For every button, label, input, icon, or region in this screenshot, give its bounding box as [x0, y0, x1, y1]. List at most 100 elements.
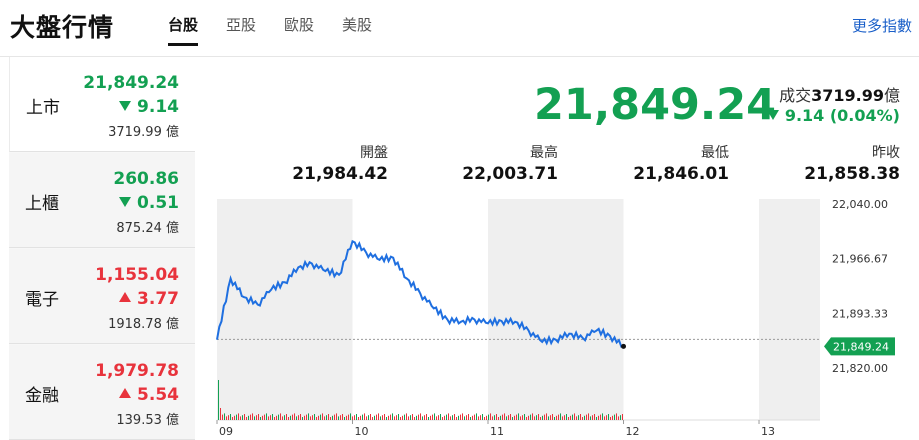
- volume-bar: [308, 413, 309, 420]
- volume-bar: [542, 415, 543, 420]
- y-axis: 22,040.00 21,966.67 21,893.33 21,820.00: [832, 198, 888, 375]
- index-price: 1,155.04: [95, 265, 179, 285]
- tab-us[interactable]: 美股: [342, 16, 373, 34]
- volume-bar: [300, 414, 301, 420]
- volume-bar: [390, 414, 391, 420]
- volume-bar: [536, 415, 537, 420]
- volume-bar: [434, 413, 435, 420]
- index-volume: 1918.78 億: [108, 317, 179, 332]
- volume-bar: [290, 415, 291, 420]
- volume-bar: [496, 414, 497, 420]
- volume-bar: [280, 413, 281, 420]
- volume-bar: [372, 417, 373, 420]
- index-change-value: 5.54: [137, 385, 179, 405]
- volume-bar: [480, 415, 481, 420]
- tab-tw[interactable]: 台股: [168, 14, 199, 46]
- volume-bar: [570, 415, 571, 420]
- volume-bar: [464, 416, 465, 420]
- more-indices-link[interactable]: 更多指數: [852, 17, 913, 35]
- volume-bar: [622, 414, 623, 420]
- volume-bar: [500, 415, 501, 420]
- volume-bar: [230, 414, 231, 420]
- volume-bar: [548, 416, 549, 420]
- volume-bar: [304, 415, 305, 420]
- volume-bar: [338, 416, 339, 420]
- index-card-electronics[interactable]: 電子 1,155.04 3.77 1918.78 億: [9, 249, 195, 344]
- volume-bar: [364, 413, 365, 420]
- volume-bar: [618, 416, 619, 420]
- stat-low-label: 最低: [701, 145, 729, 161]
- main-change: 9.14 (0.04%): [766, 106, 900, 125]
- volume-bar: [398, 414, 399, 420]
- volume-bar: [386, 417, 387, 420]
- x-tick-label: 10: [355, 425, 369, 438]
- volume-bar: [512, 417, 513, 420]
- volume-bar: [266, 413, 267, 420]
- volume-bar: [490, 413, 491, 420]
- price-tag-bg: [824, 337, 895, 356]
- volume-bar: [366, 416, 367, 420]
- volume-bar: [442, 417, 443, 420]
- main-change-value: 9.14 (0.04%): [784, 106, 900, 125]
- volume-bar: [478, 416, 479, 420]
- volume-bar: [288, 417, 289, 420]
- x-tick-label: 12: [626, 425, 640, 438]
- volume-bar: [484, 417, 485, 420]
- volume-bar: [294, 413, 295, 420]
- stat-open-value: 21,984.42: [292, 164, 388, 184]
- stat-high-label: 最高: [530, 145, 558, 161]
- arrow-up-icon: [119, 292, 132, 302]
- volume-bar: [602, 413, 603, 420]
- volume-bar: [424, 415, 425, 420]
- index-card-otc[interactable]: 上櫃 260.86 0.51 875.24 億: [9, 153, 195, 248]
- volume-bar: [604, 416, 605, 420]
- session-shade: [217, 199, 353, 420]
- y-tick-label: 21,893.33: [832, 307, 888, 320]
- volume-bar: [616, 413, 617, 420]
- index-card-finance[interactable]: 金融 1,979.78 5.54 139.53 億: [9, 345, 195, 440]
- index-card-listed[interactable]: 上市 21,849.24 9.14 3719.99 億: [9, 57, 195, 152]
- volume-bar: [572, 414, 573, 420]
- volume-bar: [566, 414, 567, 420]
- volume-bar: [562, 416, 563, 420]
- price-series: [216, 239, 627, 349]
- volume-bar: [448, 413, 449, 420]
- volume-bar: [508, 415, 509, 420]
- volume-bar: [344, 417, 345, 420]
- arrow-down-icon: [119, 101, 132, 111]
- volume-bar: [546, 413, 547, 420]
- volume-bar: [454, 414, 455, 420]
- tab-asia[interactable]: 亞股: [226, 16, 257, 34]
- volume-bars: [218, 380, 623, 420]
- volume-bar: [254, 416, 255, 420]
- volume-bar: [298, 415, 299, 420]
- volume-bar: [420, 413, 421, 420]
- volume-bar: [228, 415, 229, 420]
- volume-bar: [232, 417, 233, 420]
- volume-bar: [408, 416, 409, 420]
- volume-bar: [482, 414, 483, 420]
- price-tag-label: 21,849.24: [833, 340, 889, 353]
- volume-bar: [262, 415, 263, 420]
- volume-bar: [414, 417, 415, 420]
- volume-bar: [400, 417, 401, 420]
- volume-bar: [402, 415, 403, 420]
- index-name: 上櫃: [25, 194, 59, 214]
- volume-bar: [474, 414, 475, 420]
- volume-bar: [584, 415, 585, 420]
- volume-bar: [256, 415, 257, 420]
- volume-bar: [258, 414, 259, 420]
- volume-bar: [522, 415, 523, 420]
- volume-bar: [296, 416, 297, 420]
- volume-bar: [428, 417, 429, 420]
- volume-bar: [238, 413, 239, 420]
- volume-bar: [240, 416, 241, 420]
- volume-bar: [388, 415, 389, 420]
- volume-bar: [244, 414, 245, 420]
- volume-bar: [446, 414, 447, 420]
- stat-prev-close-label: 昨收: [872, 145, 900, 161]
- tab-europe[interactable]: 歐股: [284, 16, 315, 34]
- stat-prev-close-value: 21,858.38: [804, 164, 900, 184]
- volume-bar: [426, 414, 427, 420]
